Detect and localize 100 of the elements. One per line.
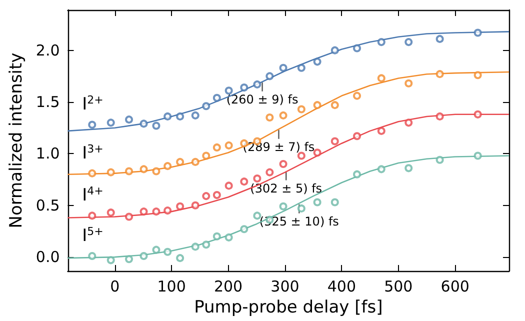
point	[404, 164, 413, 172]
point	[191, 111, 200, 120]
point	[202, 240, 210, 249]
point	[106, 208, 115, 217]
point	[253, 212, 262, 220]
point	[377, 74, 386, 82]
point	[404, 38, 413, 46]
point	[474, 152, 482, 160]
y-tick-label: 1.5	[36, 92, 60, 111]
point	[88, 169, 96, 178]
y-axis-title: Normalized intensity	[6, 52, 26, 228]
point	[125, 116, 134, 124]
point	[266, 168, 274, 176]
point	[202, 102, 210, 110]
point	[474, 110, 482, 118]
point	[404, 118, 413, 127]
point	[152, 208, 160, 216]
point	[353, 170, 362, 178]
point	[191, 242, 200, 251]
annotation: (325 ± 10) fs	[259, 214, 339, 228]
point	[88, 212, 96, 220]
point	[125, 255, 134, 264]
point	[224, 233, 233, 242]
point	[330, 137, 339, 146]
point	[279, 202, 288, 210]
point	[377, 165, 386, 174]
point	[330, 101, 339, 110]
point	[297, 64, 306, 72]
point	[106, 168, 115, 176]
y-tick-label: 2.0	[36, 41, 60, 60]
point	[191, 201, 200, 210]
point	[404, 79, 413, 88]
x-tick-label: 100	[157, 278, 186, 296]
annotation: (302 ± 5) fs	[250, 181, 322, 196]
line-series	[67, 31, 510, 132]
x-tick-label: 0	[110, 278, 120, 296]
point	[212, 94, 221, 102]
point	[191, 158, 200, 166]
line-series	[67, 71, 510, 176]
point	[152, 246, 160, 254]
y-tick-label: 0.5	[36, 196, 60, 214]
point	[176, 112, 184, 120]
point	[164, 112, 172, 120]
point	[125, 167, 134, 176]
point	[164, 248, 172, 256]
point	[436, 112, 444, 120]
point	[164, 162, 172, 170]
point	[266, 114, 274, 122]
point	[436, 156, 444, 164]
point	[140, 165, 148, 174]
point	[202, 192, 210, 200]
point	[377, 38, 386, 46]
point	[353, 132, 362, 140]
point	[88, 252, 96, 260]
point	[106, 256, 115, 264]
point	[152, 122, 160, 130]
point	[436, 70, 444, 78]
y-tick-label: 0.0	[36, 248, 60, 266]
point	[436, 34, 444, 43]
point	[279, 111, 288, 120]
point	[152, 167, 160, 176]
point	[212, 232, 221, 240]
point	[253, 174, 262, 182]
point	[224, 182, 233, 190]
y-tick-label: 1.0	[36, 144, 60, 163]
annotation: (289 ± 7) fs	[242, 140, 315, 154]
point	[330, 198, 339, 206]
x-tick-label: 600	[440, 278, 470, 296]
point	[212, 191, 221, 200]
x-axis-title: Pump-probe delay [fs]	[194, 298, 383, 318]
point	[266, 72, 274, 80]
point	[279, 160, 288, 168]
point	[140, 252, 148, 260]
point	[377, 126, 386, 135]
point	[313, 101, 322, 110]
point	[297, 105, 306, 114]
point	[240, 84, 248, 92]
x-tick-label: 200	[214, 278, 243, 296]
point	[297, 204, 306, 212]
point	[279, 64, 288, 72]
point	[88, 120, 96, 129]
point	[353, 92, 362, 100]
point	[313, 148, 322, 157]
point	[240, 178, 248, 186]
point	[164, 206, 172, 215]
point	[202, 152, 210, 160]
point	[176, 254, 184, 262]
point	[297, 152, 306, 160]
annotation: (260 ± 9) fs	[226, 92, 298, 106]
point	[313, 58, 322, 66]
point	[253, 80, 262, 88]
point	[353, 44, 362, 52]
point	[474, 71, 482, 80]
x-tick-label: 300	[270, 278, 300, 296]
x-tick-label: 400	[327, 278, 356, 296]
point	[474, 28, 482, 37]
point	[313, 198, 322, 206]
point	[106, 118, 115, 127]
point	[125, 212, 134, 221]
point	[176, 158, 184, 166]
